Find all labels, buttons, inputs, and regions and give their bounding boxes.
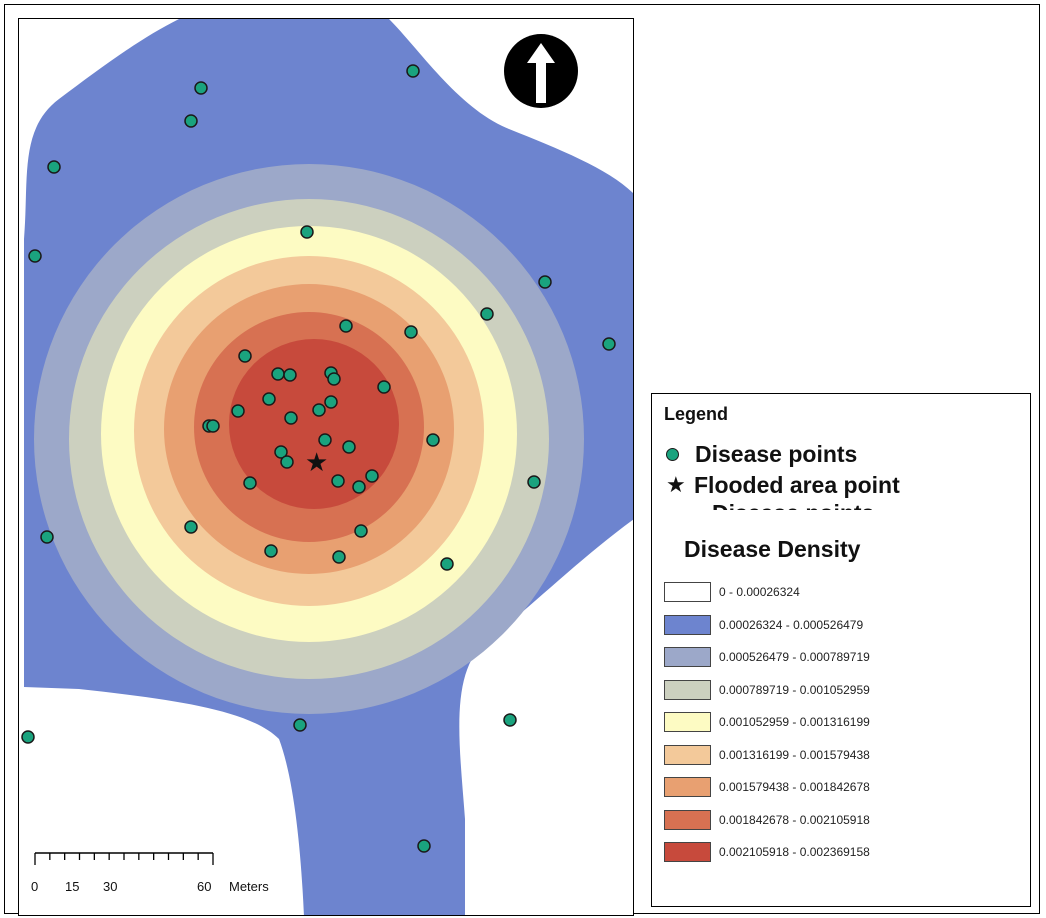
disease-point (262, 392, 276, 406)
disease-point (327, 372, 341, 386)
disease-point (312, 403, 326, 417)
legend-class-label: 0.002105918 - 0.002369158 (719, 845, 870, 859)
legend-item-label: Disease points (695, 440, 858, 467)
scale-label-60: 60 (197, 879, 211, 894)
legend-density-heading: Disease Density (684, 536, 861, 562)
scale-label-30: 30 (103, 879, 117, 894)
flooded-area-star-icon: ★ (305, 448, 328, 478)
legend-class-label: 0.000789719 - 0.001052959 (719, 682, 870, 697)
legend-item-label: Flooded area point (694, 471, 900, 498)
legend-swatch (664, 842, 711, 862)
disease-point (231, 404, 245, 418)
disease-point (342, 440, 356, 454)
legend-class-8: 0.002105918 - 0.002369158 (664, 841, 870, 863)
north-arrow-icon (504, 34, 578, 108)
disease-point (331, 474, 345, 488)
disease-point (440, 557, 454, 571)
disease-point (602, 337, 616, 351)
disease-point (417, 839, 431, 853)
scale-label-0: 0 (31, 879, 38, 894)
disease-point (238, 349, 252, 363)
disease-point (194, 81, 208, 95)
disease-point (40, 530, 54, 544)
legend-swatch (664, 809, 711, 830)
disease-point (426, 433, 440, 447)
legend-swatch (664, 712, 711, 732)
density-band-8 (229, 339, 399, 509)
disease-point (339, 319, 353, 333)
disease-point (318, 433, 332, 447)
legend-class-7: 0.001842678 - 0.002105918 (664, 809, 870, 831)
legend-class-label: 0.001316199 - 0.001579438 (719, 747, 870, 762)
disease-point (300, 225, 314, 239)
disease-point (283, 368, 297, 382)
legend-class-label: 0.001052959 - 0.001316199 (719, 715, 870, 729)
legend-class-1: 0.00026324 - 0.000526479 (664, 614, 870, 636)
disease-point (354, 524, 368, 538)
disease-point (274, 445, 288, 459)
disease-point (271, 367, 285, 381)
star-icon: ★ (666, 472, 686, 497)
legend-class-label: 0.000526479 - 0.000789719 (719, 650, 870, 664)
legend-class-3: 0.000789719 - 0.001052959 (664, 679, 870, 701)
disease-point (47, 160, 61, 174)
legend-swatch (664, 647, 711, 667)
legend-class-label: 0.001579438 - 0.001842678 (719, 780, 870, 794)
disease-point (293, 718, 307, 732)
legend-item-flooded-area: ★ Flooded area point (666, 471, 900, 499)
scale-bar: 0 15 30 60 Meters (31, 852, 269, 894)
legend-class-label: 0.00026324 - 0.000526479 (719, 617, 864, 632)
disease-point (503, 713, 517, 727)
disease-point (280, 455, 294, 469)
disease-point (243, 476, 257, 490)
disease-point (352, 480, 366, 494)
legend-panel: Legend Disease points ★ Flooded area poi… (651, 393, 1031, 907)
legend-class-6: 0.001579438 - 0.001842678 (664, 776, 870, 798)
legend-class-label: 0 - 0.00026324 (719, 585, 800, 599)
legend-item-disease-points: Disease points (666, 440, 857, 468)
disease-point (527, 475, 541, 489)
disease-point (480, 307, 494, 321)
disease-point (324, 395, 338, 409)
legend-swatch (664, 744, 711, 765)
legend-classes: 0 - 0.00026324 0.00026324 - 0.000526479 0.… (664, 581, 870, 874)
disease-point (377, 380, 391, 394)
disease-point (404, 325, 418, 339)
disease-points-layer (21, 64, 616, 853)
disease-point (365, 469, 379, 483)
legend-class-0: 0 - 0.00026324 (664, 581, 870, 603)
green-dot-icon (666, 447, 679, 461)
disease-point (184, 114, 198, 128)
disease-point (406, 64, 420, 78)
legend-swatch (664, 679, 711, 700)
legend-class-5: 0.001316199 - 0.001579438 (664, 744, 870, 766)
disease-point (284, 411, 298, 425)
disease-point (28, 249, 42, 263)
disease-point (332, 550, 346, 564)
map-frame: ★ 0 15 30 60 Meters (18, 18, 634, 916)
disease-point (264, 544, 278, 558)
legend-clipped-label: Disease points (712, 502, 874, 510)
scale-units: Meters (229, 879, 269, 894)
legend-swatch (664, 614, 711, 635)
disease-point (184, 520, 198, 534)
density-map: ★ 0 15 30 60 Meters (21, 19, 633, 915)
scale-label-15: 15 (65, 879, 79, 894)
legend-class-2: 0.000526479 - 0.000789719 (664, 646, 870, 668)
legend-title: Legend (664, 404, 729, 424)
legend-class-4: 0.001052959 - 0.001316199 (664, 711, 870, 733)
legend-class-label: 0.001842678 - 0.002105918 (719, 812, 870, 827)
disease-point (21, 730, 35, 744)
legend-swatch (664, 582, 711, 602)
disease-point (206, 419, 220, 433)
legend-swatch (664, 777, 711, 797)
disease-point (538, 275, 552, 289)
